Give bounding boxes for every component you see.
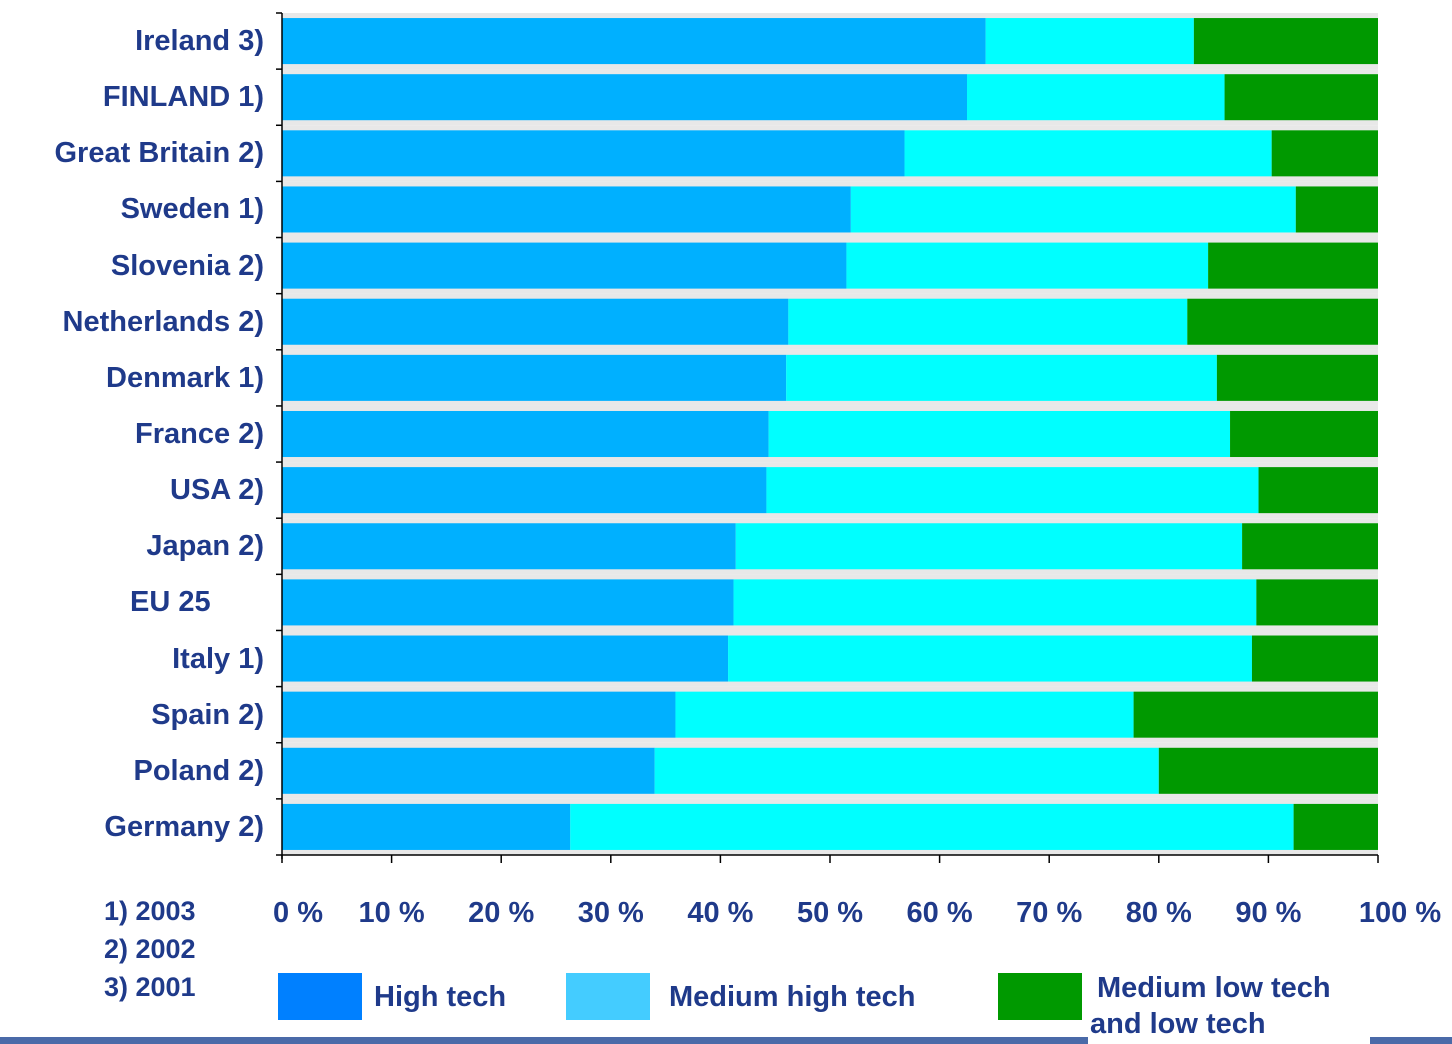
legend-label-medium-low-tech-line1: Medium low tech	[1097, 972, 1331, 1004]
bar-segment-0	[282, 242, 847, 289]
bar-segment-1	[768, 410, 1231, 458]
category-label: Germany 2)	[104, 810, 264, 843]
bar-segment-1	[788, 298, 1188, 345]
x-tick-label: 60 %	[906, 897, 973, 929]
x-tick-label: 40 %	[687, 897, 754, 929]
category-label: Slovenia 2)	[110, 249, 264, 282]
x-tick-label: 30 %	[577, 897, 644, 929]
bar-segment-1	[675, 691, 1134, 738]
legend-swatch-high-tech	[278, 973, 362, 1020]
bar-segment-2	[1230, 410, 1378, 458]
footnote-2001: 3) 2001	[104, 972, 196, 1002]
bar-segment-2	[1216, 354, 1378, 401]
bar-segment-0	[282, 354, 787, 401]
bar-segment-2	[1193, 18, 1378, 65]
bar-segment-0	[282, 467, 767, 514]
category-label: Ireland 3)	[135, 25, 264, 58]
bar-segment-2	[1295, 186, 1378, 233]
bar-segment-2	[1242, 523, 1378, 570]
category-label: EU 25	[130, 586, 211, 619]
bar-segment-2	[1251, 635, 1378, 682]
x-tick-label: 50 %	[796, 897, 864, 929]
x-tick-label: 90 %	[1235, 897, 1302, 929]
footnote-2003: 1) 2003	[104, 896, 196, 926]
bar-segment-0	[282, 18, 986, 65]
bar-segment-0	[282, 747, 655, 794]
footer-rule-left	[0, 1037, 1088, 1044]
bar-segment-2	[1187, 298, 1378, 345]
bar-segment-0	[282, 523, 736, 570]
bar-segment-1	[904, 130, 1272, 177]
bar-segment-2	[1271, 130, 1378, 177]
bar-segment-2	[1258, 467, 1378, 514]
bar-segment-1	[985, 18, 1194, 65]
bar-segment-2	[1208, 242, 1378, 289]
bar-segment-1	[728, 635, 1252, 682]
footer-rule-right	[1370, 1037, 1452, 1044]
bar-segment-1	[733, 579, 1257, 626]
category-label: Poland 2)	[133, 754, 264, 787]
legend-label-medium-low-tech-line2: and low tech	[1090, 1008, 1266, 1040]
category-label: Sweden 1)	[120, 193, 264, 226]
bar-segment-0	[282, 410, 769, 458]
bar-segment-0	[282, 691, 676, 738]
legend-label-high-tech: High tech	[374, 981, 507, 1013]
category-label: FINLAND 1)	[102, 81, 264, 114]
legend-label-medium-high-tech: Medium high tech	[669, 981, 916, 1013]
bar-segment-2	[1224, 74, 1378, 121]
bar-segment-0	[282, 130, 905, 177]
category-label: Japan 2)	[146, 530, 264, 563]
category-label: Denmark 1)	[106, 361, 264, 394]
bar-segment-1	[766, 467, 1259, 514]
x-tick-label: 70 %	[1016, 897, 1083, 929]
legend-swatch-medium-low-tech	[998, 973, 1082, 1020]
category-label: Great Britain 2)	[54, 137, 265, 170]
bar-segment-1	[846, 242, 1209, 289]
bar-segment-1	[967, 74, 1225, 121]
category-label: USA 2)	[170, 474, 264, 507]
category-label: Netherlands 2)	[62, 305, 264, 338]
x-tick-label: 20 %	[468, 897, 535, 929]
category-label: Spain 2)	[151, 698, 264, 731]
legend-swatch-medium-high-tech	[566, 973, 650, 1020]
bar-segment-1	[786, 354, 1217, 401]
bar-segment-0	[282, 186, 851, 233]
x-tick-label: 80 %	[1125, 897, 1192, 929]
bar-segment-1	[570, 803, 1294, 850]
bar-segment-2	[1293, 803, 1378, 850]
bar-segment-1	[850, 186, 1296, 233]
bar-segment-1	[654, 747, 1159, 794]
category-label: France 2)	[135, 418, 264, 450]
bar-segment-0	[282, 803, 571, 850]
x-tick-label: 10 %	[358, 897, 425, 929]
bar-segment-2	[1133, 691, 1378, 738]
footnote-2002: 2) 2002	[104, 934, 196, 964]
bar-segment-2	[1256, 579, 1378, 626]
bar-segment-2	[1158, 747, 1378, 794]
bar-segment-1	[735, 523, 1243, 570]
x-tick-label: 0 %	[273, 897, 323, 929]
category-label: Italy 1)	[172, 642, 264, 675]
bar-segment-0	[282, 298, 789, 345]
x-tick-label: 100 %	[1358, 897, 1442, 929]
bar-segment-0	[282, 74, 967, 121]
bar-segment-0	[282, 579, 734, 626]
bar-segment-0	[282, 635, 729, 682]
